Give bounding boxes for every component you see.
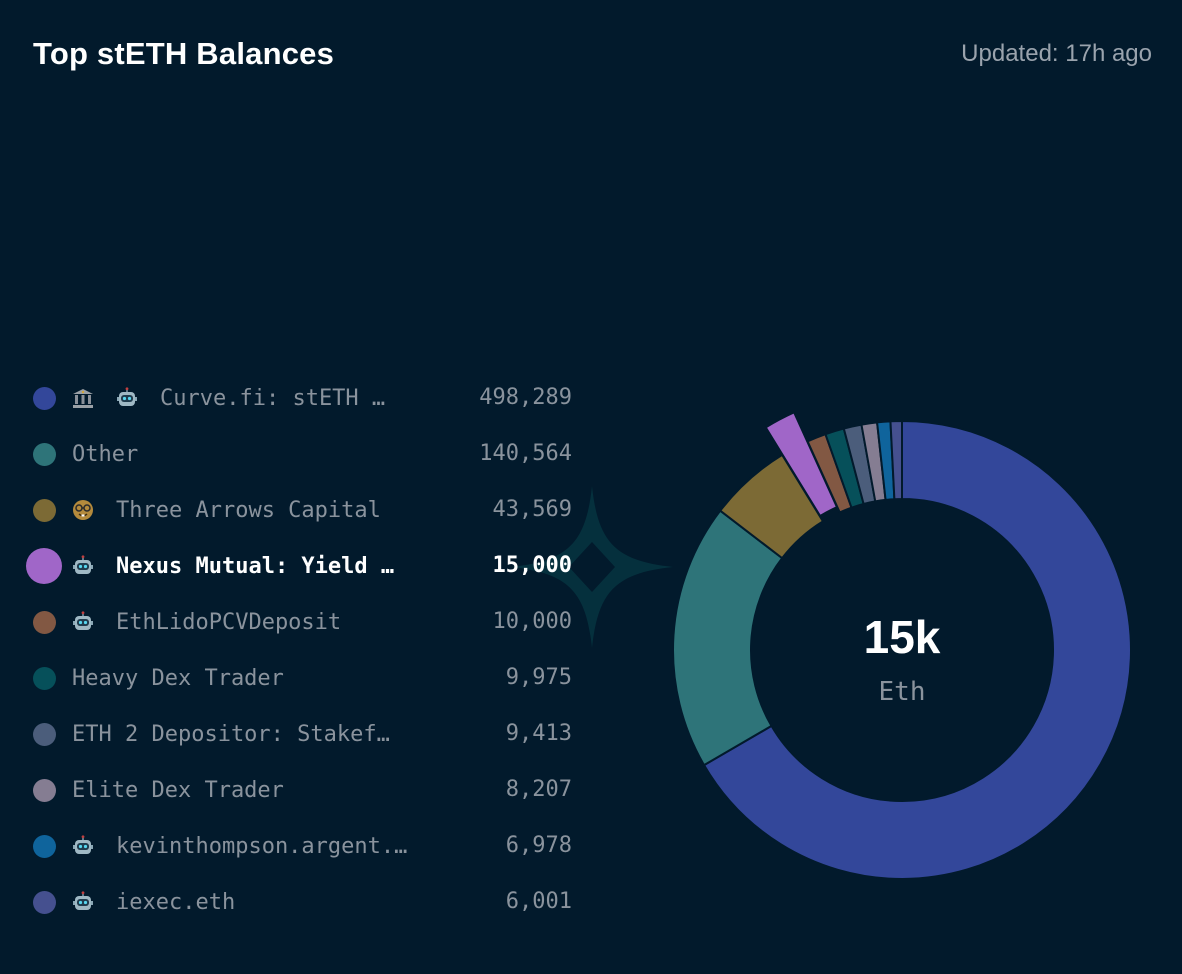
legend-value: 498,289 bbox=[479, 385, 572, 410]
legend-dot-slot bbox=[26, 492, 62, 528]
legend-color-dot bbox=[32, 386, 56, 410]
legend-value: 10,000 bbox=[492, 609, 572, 634]
legend-dot-slot bbox=[26, 380, 62, 416]
legend-dot-slot bbox=[26, 716, 62, 752]
updated-timestamp: Updated: 17h ago bbox=[961, 40, 1152, 67]
legend-value: 9,975 bbox=[505, 665, 572, 690]
legend-item[interactable]: Elite Dex Trader 8,207 bbox=[26, 762, 586, 818]
legend-label-wrap: Three Arrows Capital bbox=[72, 498, 586, 523]
legend-dot-slot bbox=[26, 604, 62, 640]
legend-item[interactable]: Other 140,564 bbox=[26, 426, 586, 482]
center-value: 15k bbox=[864, 611, 941, 663]
legend-color-dot bbox=[32, 778, 56, 802]
center-unit: Eth bbox=[879, 677, 926, 707]
legend-value: 6,001 bbox=[505, 889, 572, 914]
legend-label: Three Arrows Capital bbox=[116, 497, 381, 523]
legend-item[interactable]: Nexus Mutual: Yield … 15,000 bbox=[26, 538, 586, 594]
legend-dot-slot bbox=[26, 660, 62, 696]
legend-value: 140,564 bbox=[479, 441, 572, 466]
legend-color-dot bbox=[32, 722, 56, 746]
legend-label: Nexus Mutual: Yield … bbox=[116, 553, 395, 579]
legend-item[interactable]: Heavy Dex Trader 9,975 bbox=[26, 650, 586, 706]
legend-value: 8,207 bbox=[505, 777, 572, 802]
legend-item[interactable]: iexec.eth 6,001 bbox=[26, 874, 586, 930]
lido-watermark-icon bbox=[511, 486, 673, 648]
legend-color-dot bbox=[32, 666, 56, 690]
legend-value: 9,413 bbox=[505, 721, 572, 746]
legend-dot-slot bbox=[26, 828, 62, 864]
chart-legend: Curve.fi: stETH … 498,289 Other 140,564 Thre… bbox=[26, 370, 586, 930]
legend-label: ETH 2 Depositor: Stakefi… bbox=[72, 721, 392, 747]
legend-dot-slot bbox=[26, 436, 62, 472]
legend-value: 43,569 bbox=[492, 497, 572, 522]
bank-icon bbox=[73, 389, 93, 408]
robot-icon bbox=[73, 555, 93, 574]
legend-label: Other bbox=[72, 441, 139, 467]
legend-value: 15,000 bbox=[492, 553, 572, 578]
chart-header: Top stETH Balances Updated: 17h ago bbox=[33, 36, 1152, 80]
donut-chart: 15k Eth bbox=[672, 411, 1132, 880]
legend-dot-slot bbox=[26, 548, 62, 584]
robot-icon bbox=[73, 611, 93, 630]
legend-color-dot bbox=[32, 442, 56, 466]
legend-dot-slot bbox=[26, 884, 62, 920]
legend-label: kevinthompson.argent.… bbox=[116, 833, 408, 859]
legend-item[interactable]: EthLidoPCVDeposit 10,000 bbox=[26, 594, 586, 650]
legend-label-wrap: Curve.fi: stETH … bbox=[72, 386, 586, 411]
legend-item[interactable]: ETH 2 Depositor: Stakefi… 9,413 bbox=[26, 706, 586, 762]
chart-title: Top stETH Balances bbox=[33, 36, 335, 71]
legend-color-dot bbox=[32, 890, 56, 914]
legend-label-wrap: iexec.eth bbox=[72, 890, 586, 915]
legend-label-wrap: Nexus Mutual: Yield … bbox=[72, 554, 586, 579]
legend-value: 6,978 bbox=[505, 833, 572, 858]
legend-color-dot bbox=[26, 548, 62, 584]
legend-label: Curve.fi: stETH … bbox=[160, 385, 386, 411]
legend-label: Heavy Dex Trader bbox=[72, 665, 284, 691]
robot-icon bbox=[73, 891, 93, 910]
legend-color-dot bbox=[32, 610, 56, 634]
legend-color-dot bbox=[32, 834, 56, 858]
legend-dot-slot bbox=[26, 772, 62, 808]
robot-icon bbox=[117, 387, 137, 406]
donut-hole bbox=[751, 499, 1053, 801]
legend-label-wrap: kevinthompson.argent.… bbox=[72, 834, 586, 859]
legend-label-wrap: EthLidoPCVDeposit bbox=[72, 610, 586, 635]
legend-label: iexec.eth bbox=[116, 889, 236, 915]
legend-color-dot bbox=[32, 498, 56, 522]
legend-label: Elite Dex Trader bbox=[72, 777, 284, 803]
legend-item[interactable]: Three Arrows Capital 43,569 bbox=[26, 482, 586, 538]
legend-label: EthLidoPCVDeposit bbox=[116, 609, 342, 635]
legend-item[interactable]: Curve.fi: stETH … 498,289 bbox=[26, 370, 586, 426]
legend-item[interactable]: kevinthompson.argent.… 6,978 bbox=[26, 818, 586, 874]
robot-icon bbox=[73, 835, 93, 854]
nerd-face-icon bbox=[73, 500, 93, 520]
